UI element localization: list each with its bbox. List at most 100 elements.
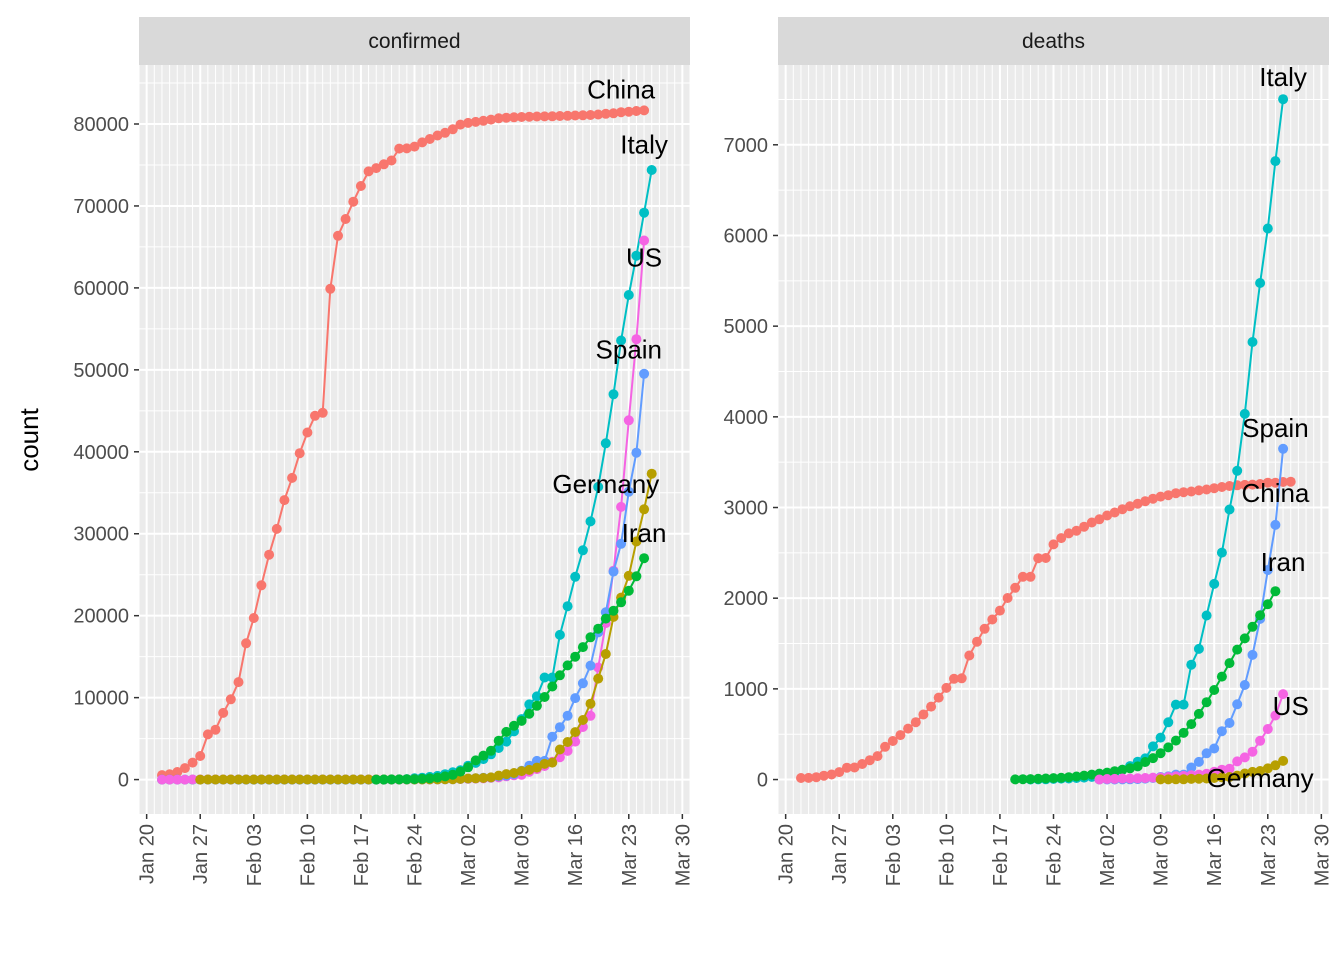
- series-china: [796, 476, 1296, 783]
- data-point: [639, 504, 650, 515]
- data-point: [600, 438, 611, 449]
- data-point: [1155, 748, 1166, 759]
- data-point: [616, 501, 627, 512]
- data-point: [455, 119, 466, 130]
- data-point: [1232, 699, 1243, 710]
- data-point: [646, 165, 657, 175]
- data-point: [401, 143, 412, 154]
- data-point: [1270, 586, 1281, 597]
- data-point: [1239, 752, 1250, 763]
- data-point: [1224, 481, 1235, 491]
- series-group: [796, 94, 1296, 785]
- data-point: [1117, 504, 1128, 515]
- data-point: [1209, 685, 1220, 695]
- data-point: [1025, 571, 1036, 582]
- data-point: [1170, 488, 1181, 499]
- data-point: [524, 708, 535, 719]
- series-label: China: [1241, 478, 1309, 508]
- data-point: [325, 774, 336, 785]
- data-point: [1186, 659, 1197, 670]
- data-point: [378, 774, 389, 785]
- series-label: Germany: [1207, 763, 1314, 793]
- data-point: [1270, 156, 1281, 167]
- data-point: [987, 614, 998, 625]
- data-point: [157, 774, 167, 785]
- data-point: [608, 108, 619, 119]
- data-point: [1193, 643, 1204, 654]
- data-point: [1140, 496, 1151, 507]
- data-point: [1201, 748, 1212, 759]
- data-point: [486, 745, 496, 756]
- data-point: [547, 672, 558, 683]
- data-point: [1216, 547, 1227, 558]
- data-point: [895, 730, 906, 741]
- data-point: [1163, 490, 1174, 501]
- data-point: [1071, 771, 1082, 782]
- data-point: [516, 766, 527, 777]
- series-iran: [371, 553, 650, 785]
- series-label: China: [587, 75, 655, 105]
- data-point: [1255, 610, 1266, 621]
- data-point: [593, 623, 604, 634]
- data-point: [409, 774, 420, 785]
- data-point: [1163, 717, 1174, 728]
- data-point: [1209, 773, 1220, 783]
- x-tick-label: Mar 09: [512, 824, 534, 886]
- data-point: [524, 111, 535, 122]
- y-tick-label: 20000: [73, 606, 129, 628]
- data-point: [1278, 755, 1289, 766]
- gridlines: [777, 65, 1330, 814]
- y-tick-label: 1000: [724, 679, 769, 701]
- data-point: [1270, 760, 1281, 771]
- data-point: [524, 699, 535, 710]
- data-point: [233, 677, 244, 688]
- data-point: [1278, 94, 1289, 105]
- data-point: [1216, 772, 1227, 783]
- data-point: [849, 762, 860, 773]
- data-point: [1063, 528, 1074, 539]
- data-point: [333, 230, 343, 241]
- data-point: [1017, 571, 1028, 582]
- data-point: [623, 585, 634, 596]
- data-point: [1216, 482, 1227, 492]
- data-point: [172, 767, 183, 777]
- x-tick-label: Feb 24: [1044, 824, 1066, 886]
- x-tick-label: Jan 27: [829, 824, 851, 884]
- data-point: [1224, 504, 1235, 515]
- data-point: [1209, 483, 1220, 494]
- data-point: [570, 727, 581, 738]
- data-point: [1262, 477, 1273, 488]
- data-point: [562, 110, 573, 121]
- series-group: [157, 105, 657, 785]
- series-germany: [195, 468, 657, 785]
- data-point: [1079, 521, 1090, 532]
- data-point: [933, 692, 944, 703]
- data-point: [570, 110, 581, 121]
- data-point: [593, 109, 604, 120]
- data-point: [1232, 644, 1243, 655]
- data-point: [1216, 671, 1227, 682]
- data-point: [539, 111, 550, 122]
- data-point: [547, 731, 558, 742]
- data-point: [187, 757, 198, 768]
- data-point: [447, 769, 458, 780]
- data-point: [577, 545, 588, 556]
- y-tick-label: 4000: [724, 407, 769, 429]
- data-point: [623, 570, 634, 581]
- data-point: [340, 774, 351, 785]
- data-point: [1056, 533, 1067, 544]
- data-point: [1224, 718, 1235, 728]
- data-point: [926, 701, 937, 712]
- data-point: [631, 571, 642, 582]
- data-point: [455, 773, 466, 784]
- data-point: [1040, 773, 1051, 784]
- data-point: [1201, 697, 1212, 708]
- data-point: [317, 774, 328, 785]
- y-tick-label: 2000: [724, 588, 769, 610]
- x-tick-label: Feb 10: [936, 824, 958, 886]
- data-point: [210, 774, 221, 785]
- data-point: [1086, 517, 1097, 528]
- data-point: [516, 112, 527, 122]
- data-point: [1247, 479, 1258, 490]
- data-point: [1270, 477, 1281, 488]
